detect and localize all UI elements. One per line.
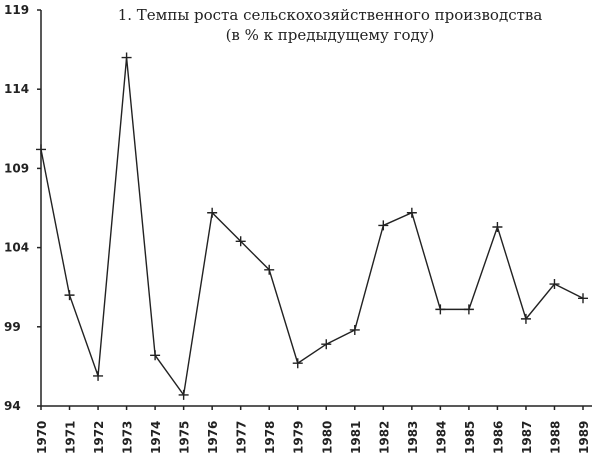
- marker: [435, 304, 446, 315]
- marker: [349, 324, 360, 335]
- x-tick-label: 1977: [235, 421, 249, 454]
- marker: [492, 222, 503, 233]
- marker: [549, 279, 560, 290]
- marker: [321, 339, 332, 350]
- marker: [264, 264, 275, 275]
- x-tick-label: 1971: [64, 421, 78, 454]
- y-tick-label: 104: [4, 241, 29, 255]
- marker: [292, 358, 303, 369]
- x-tick-label: 1985: [463, 421, 477, 454]
- x-tick-label: 1984: [434, 421, 448, 454]
- marker: [121, 52, 132, 63]
- y-tick-label: 119: [4, 3, 29, 17]
- y-tick-label: 99: [4, 320, 21, 334]
- marker: [93, 370, 104, 381]
- x-tick-label: 1980: [320, 421, 334, 454]
- marker: [378, 220, 389, 231]
- x-tick-label: 1972: [92, 421, 106, 454]
- marker: [178, 389, 189, 400]
- marker: [150, 350, 161, 361]
- marker: [520, 313, 531, 324]
- x-tick-label: 1979: [292, 421, 306, 454]
- x-tick-label: 1983: [406, 421, 420, 454]
- chart-subtitle: (в % к предыдущему году): [226, 26, 435, 44]
- marker: [235, 236, 246, 247]
- y-tick-label: 114: [4, 82, 29, 96]
- x-tick-label: 1981: [349, 421, 363, 454]
- x-tick-label: 1987: [520, 421, 534, 454]
- x-tick-label: 1974: [149, 421, 163, 454]
- marker: [36, 144, 46, 155]
- marker: [578, 293, 588, 304]
- data-line: [40, 57, 584, 397]
- x-tick-label: 1986: [491, 421, 505, 454]
- marker: [406, 207, 417, 218]
- x-tick-label: 1970: [35, 421, 49, 454]
- chart-title: 1. Темпы роста сельскохозяйственного про…: [118, 6, 543, 24]
- x-tick-label: 1973: [121, 421, 135, 454]
- marker: [207, 207, 218, 218]
- x-tick-label: 1978: [263, 421, 277, 454]
- x-tick-label: 1989: [577, 421, 591, 454]
- x-tick-label: 1982: [377, 421, 391, 454]
- y-tick-label: 94: [4, 399, 21, 413]
- x-tick-label: 1975: [178, 421, 192, 454]
- marker: [64, 290, 75, 301]
- x-tick-label: 1976: [206, 421, 220, 454]
- x-tick-label: 1988: [548, 421, 562, 454]
- marker: [463, 304, 474, 315]
- y-tick-label: 109: [4, 161, 29, 175]
